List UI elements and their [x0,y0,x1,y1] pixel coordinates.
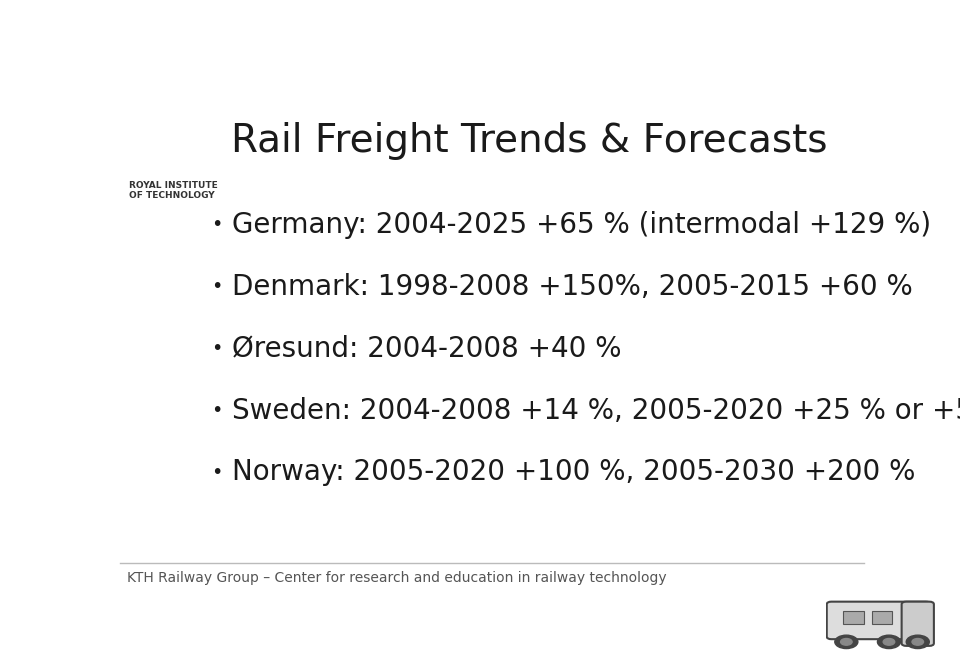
Text: Germany: 2004-2025 +65 % (intermodal +129 %): Germany: 2004-2025 +65 % (intermodal +12… [231,211,931,239]
Text: KTH: KTH [40,45,75,60]
Text: KTH Railway Group – Center for research and education in railway technology: KTH Railway Group – Center for research … [128,572,667,585]
Text: •: • [211,401,223,420]
Circle shape [835,635,858,649]
Text: •: • [211,277,223,296]
Bar [872,611,893,624]
FancyBboxPatch shape [827,602,930,639]
Text: Norway: 2005-2020 +100 %, 2005-2030 +200 %: Norway: 2005-2020 +100 %, 2005-2030 +200… [231,458,915,486]
FancyBboxPatch shape [901,602,934,646]
Circle shape [877,635,900,649]
Circle shape [906,635,929,649]
Text: Øresund: 2004-2008 +40 %: Øresund: 2004-2008 +40 % [231,335,621,362]
Text: ROYAL INSTITUTE
OF TECHNOLOGY: ROYAL INSTITUTE OF TECHNOLOGY [129,181,218,200]
Bar [843,611,864,624]
Text: Rail Freight Trends & Forecasts: Rail Freight Trends & Forecasts [231,122,828,159]
Text: •: • [211,215,223,234]
Circle shape [912,639,924,645]
Text: •: • [211,463,223,482]
Circle shape [883,639,895,645]
Text: Denmark: 1998-2008 +150%, 2005-2015 +60 %: Denmark: 1998-2008 +150%, 2005-2015 +60 … [231,273,912,301]
Text: VETENSKAP: VETENSKAP [41,68,74,73]
Text: Sweden: 2004-2008 +14 %, 2005-2020 +25 % or +50 %: Sweden: 2004-2008 +14 %, 2005-2020 +25 %… [231,397,960,425]
Text: •: • [211,339,223,358]
Text: OCH KONST: OCH KONST [41,76,74,81]
Circle shape [841,639,852,645]
